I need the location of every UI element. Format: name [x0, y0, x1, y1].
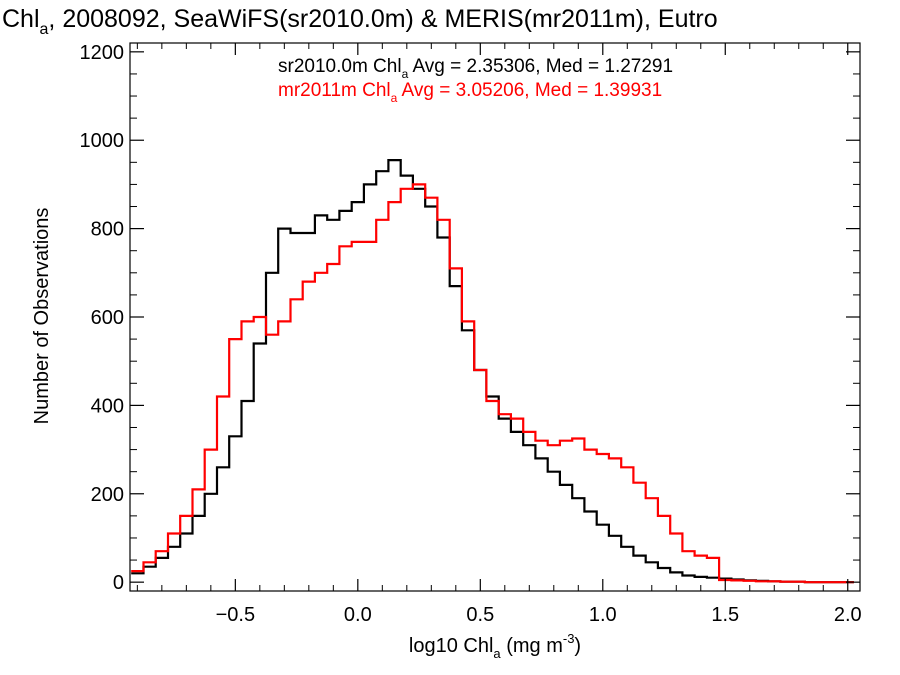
title-subscript: a: [40, 21, 49, 38]
x-axis: −0.5 0.0 0.5 1.0 1.5 2.0: [136, 43, 862, 626]
x-tick-label: 0.0: [344, 604, 372, 626]
xlabel-units: (mg m: [501, 635, 563, 657]
legend-entry-sr2010: sr2010.0m Chla Avg = 2.35306, Med = 1.27…: [278, 56, 673, 81]
title-rest: , 2008092, SeaWiFS(sr2010.0m) & MERIS(mr…: [48, 5, 717, 33]
xlabel-close: ): [574, 635, 581, 657]
legend-mr2011-subscript: a: [391, 91, 398, 105]
x-axis-label: log10 Chla (mg m-3): [409, 631, 581, 661]
x-tick-label: 2.0: [834, 604, 862, 626]
x-tick-label: 0.5: [466, 604, 494, 626]
y-axis-label: Number of Observations: [31, 208, 53, 425]
legend-sr2010-stats: Avg = 2.35306, Med = 1.27291: [408, 56, 673, 77]
legend-sr2010-main: sr2010.0m Chl: [278, 56, 402, 77]
title-chl: Chl: [2, 5, 40, 33]
xlabel-superscript: -3: [563, 631, 575, 646]
y-tick-label: 400: [91, 395, 124, 417]
y-tick-label: 1200: [80, 42, 125, 64]
legend-mr2011-stats: Avg = 3.05206, Med = 1.39931: [397, 80, 662, 101]
legend-mr2011-main: mr2011m Chl: [278, 80, 391, 101]
y-axis: 0 200 400 600 800 1000 1200: [80, 42, 860, 594]
y-tick-label: 1000: [80, 130, 125, 152]
y-tick-label: 0: [113, 572, 124, 594]
y-tick-label: 800: [91, 219, 124, 241]
legend-sr2010-subscript: a: [402, 67, 409, 81]
x-tick-label: −0.5: [216, 604, 255, 626]
series-group: [131, 159, 854, 584]
y-tick-label: 200: [91, 484, 124, 506]
xlabel-main: log10 Chl: [409, 635, 494, 657]
legend-entry-mr2011: mr2011m Chla Avg = 3.05206, Med = 1.3993…: [278, 80, 662, 105]
xlabel-subscript: a: [493, 646, 501, 661]
x-tick-label: 1.5: [711, 604, 739, 626]
series-line-mr2011m: [131, 183, 854, 584]
y-tick-label: 600: [91, 307, 124, 329]
x-tick-label: 1.0: [589, 604, 617, 626]
chart-title: Chla, 2008092, SeaWiFS(sr2010.0m) & MERI…: [2, 5, 718, 38]
